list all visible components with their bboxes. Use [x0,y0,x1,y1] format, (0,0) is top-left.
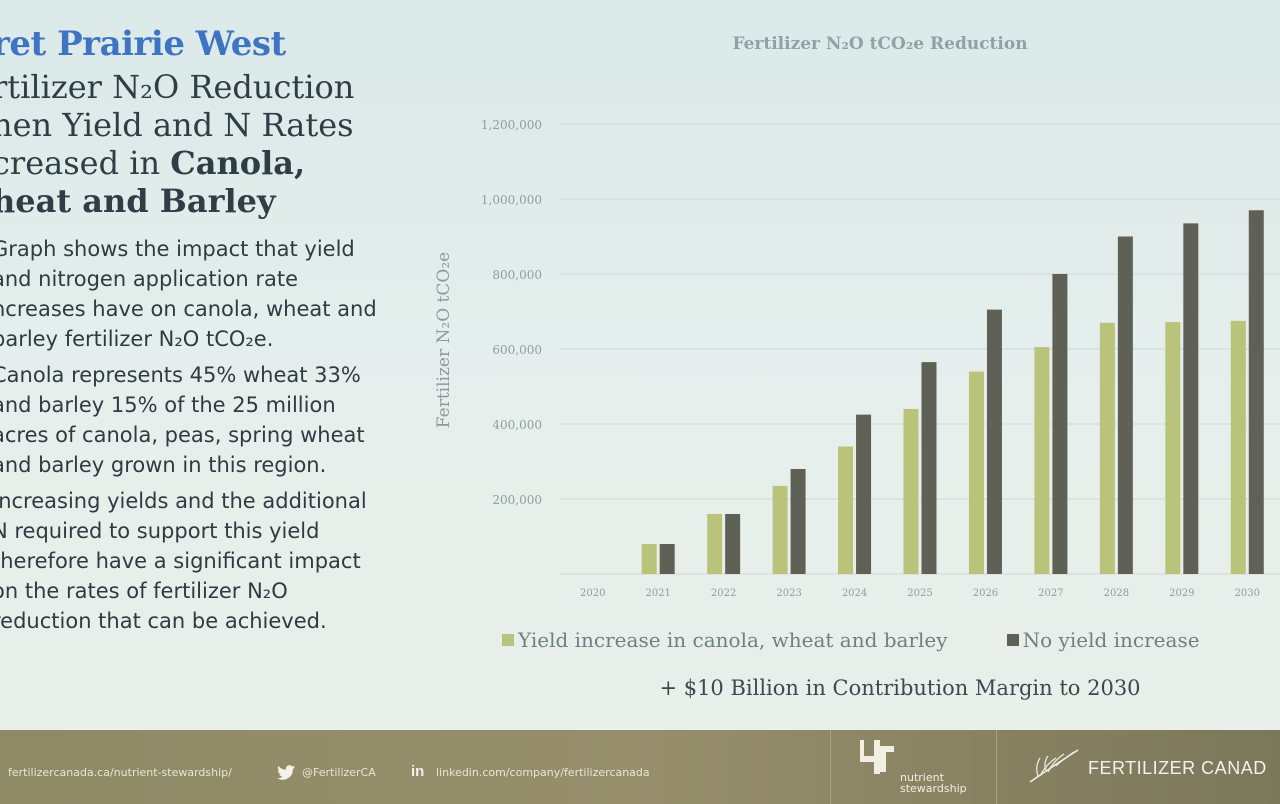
x-tick-label: 2030 [1235,588,1260,599]
contribution-note: + $10 Billion in Contribution Margin to … [659,676,1141,700]
text-panel: ret Prairie West rtilizer N₂O Reduction … [0,24,412,642]
bar-yield-increase [707,514,723,574]
paragraph-line: therefore have a significant impact [0,549,361,573]
paragraph-yields: Increasing yields and the additional N r… [0,486,412,636]
bar-no-yield-increase [1052,274,1068,574]
legend-swatch-no-yield [1006,634,1019,646]
x-tick-label: 2026 [973,588,998,599]
twitter-icon[interactable] [276,765,296,781]
x-tick-label: 2025 [907,588,932,599]
wheat-icon [1029,749,1079,783]
y-tick-label: 800,000 [492,268,542,282]
bar-yield-increase [1034,347,1050,574]
bar-yield-increase [838,446,854,574]
paragraph-line: acres of canola, peas, spring wheat [0,423,365,447]
paragraph-line: N required to support this yield [0,519,320,543]
x-tick-label: 2023 [776,588,801,599]
nutrient-stewardship-logo [860,738,894,774]
heading-line: nen Yield and N Rates [0,106,354,144]
heading-line-text: creased in [0,144,171,182]
footer-twitter-handle[interactable]: @FertilizerCA [302,766,376,779]
paragraph-line: Graph shows the impact that yield [0,237,355,261]
x-tick-label: 2022 [711,588,736,599]
heading-line: creased in Canola, [0,144,412,182]
brand-sub-line: nutrient [900,771,944,784]
heading-line: heat and Barley [0,182,412,220]
bar-yield-increase [968,371,984,574]
chart-plot: 200,000 400,000 600,000 800,000 1,000,000 1,2… [481,118,1280,599]
legend-label-no-yield: No yield increase [1022,628,1200,652]
y-tick-label: 1,200,000 [481,118,542,132]
paragraph-line: and nitrogen application rate [0,267,298,291]
y-tick-label: 1,000,000 [481,193,542,207]
bar-no-yield-increase [1183,223,1199,574]
footer-divider [830,730,831,804]
bar-no-yield-increase [725,514,741,574]
bar-no-yield-increase [1248,210,1264,574]
paragraph-line: Canola represents 45% wheat 33% [0,363,361,387]
x-tick-label: 2028 [1104,588,1129,599]
bar-no-yield-increase [1117,236,1133,574]
y-tick-label: 200,000 [492,493,542,507]
bar-no-yield-increase [921,362,937,574]
paragraph-line: and barley 15% of the 25 million [0,393,336,417]
bar-no-yield-increase [856,414,872,574]
slide-heading: rtilizer N₂O Reduction nen Yield and N R… [0,68,412,220]
x-tick-label: 2027 [1038,588,1063,599]
four-r-icon [860,740,894,774]
bar-no-yield-increase [790,469,806,574]
x-tick-label: 2020 [580,588,605,599]
footer-divider [996,730,997,804]
footer: fertilizercanada.ca/nutrient-stewardship… [0,730,1280,804]
brand-sub-line: stewardship [900,782,967,795]
heading-bold-canola: Canola, [170,144,306,182]
heading-line: rtilizer N₂O Reduction [0,68,355,106]
paragraph-line: ncreases have on canola, wheat and [0,297,377,321]
x-tick-label: 2029 [1169,588,1194,599]
slide-title: ret Prairie West [0,24,286,64]
paragraph-line: Increasing yields and the additional [0,489,367,513]
slide: ret Prairie West rtilizer N₂O Reduction … [0,0,1280,730]
x-tick-label: 2021 [645,588,670,599]
chart: Fertilizer N₂O tCO₂e Reduction Fertilize… [420,0,1280,730]
bar-no-yield-increase [986,309,1002,574]
bar-yield-increase [772,485,788,574]
paragraph-line: on the rates of fertilizer N₂O [0,579,288,603]
y-tick-label: 600,000 [492,343,542,357]
footer-website-link[interactable]: fertilizercanada.ca/nutrient-stewardship… [8,766,232,779]
bar-yield-increase [1230,320,1246,574]
heading-bold-wheat: heat and Barley [0,182,276,220]
bar-yield-increase [903,409,919,574]
bar-yield-increase [1099,322,1115,574]
paragraph-line: and barley grown in this region. [0,453,327,477]
nutrient-stewardship-text: nutrient stewardship [900,772,967,794]
bar-no-yield-increase [659,544,675,574]
legend-item-no-yield: No yield increase [1006,628,1200,652]
bar-yield-increase [641,544,657,574]
x-tick-label: 2024 [842,588,867,599]
bar-yield-increase [1165,322,1181,574]
legend-item-yield: Yield increase in canola, wheat and barl… [502,628,948,652]
paragraph-impact: Graph shows the impact that yield and ni… [0,234,412,354]
company-name: FERTILIZER CANAD [1088,758,1267,778]
paragraph-line: reduction that can be achieved. [0,609,327,633]
legend-label-yield: Yield increase in canola, wheat and barl… [518,628,948,652]
legend-swatch-yield [502,634,514,646]
paragraph-share: Canola represents 45% wheat 33% and barl… [0,360,412,480]
chart-title: Fertilizer N₂O tCO₂e Reduction [732,34,1028,54]
linkedin-icon[interactable]: in [411,763,425,780]
paragraph-line: barley fertilizer N₂O tCO₂e. [0,327,274,351]
chart-legend: Yield increase in canola, wheat and barl… [502,628,1254,658]
y-tick-label: 400,000 [492,418,542,432]
footer-linkedin-link[interactable]: linkedin.com/company/fertilizercanada [436,766,650,779]
